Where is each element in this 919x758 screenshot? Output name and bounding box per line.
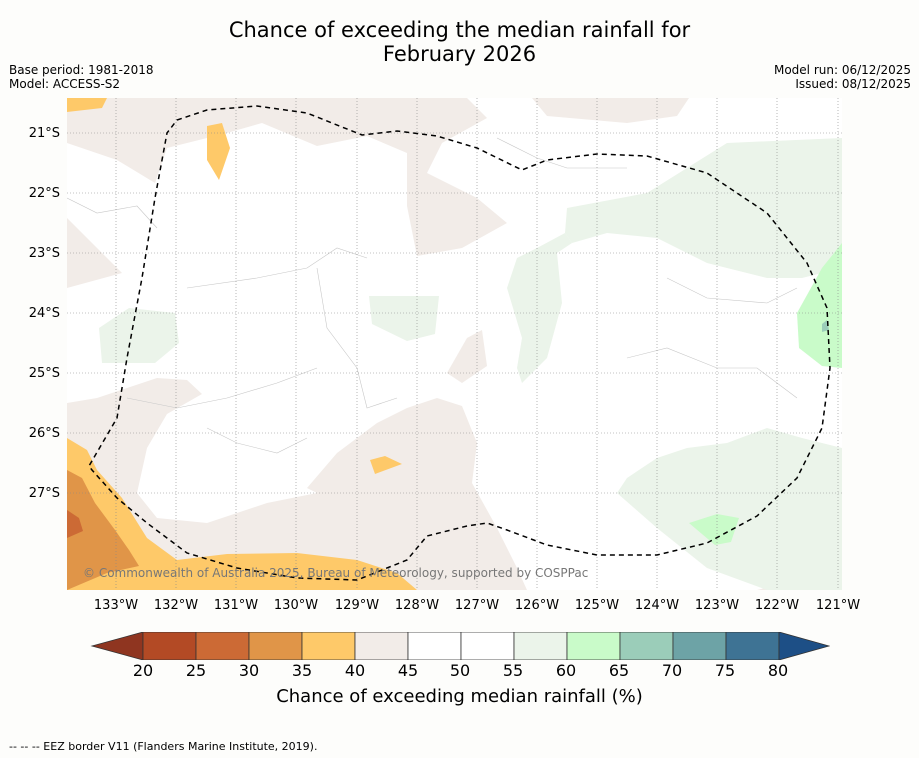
lon-label: 124°W [634,598,680,613]
map-contours [67,98,842,590]
model-run: Model run: 06/12/2025 [773,63,911,77]
red-orange-spot [67,510,83,538]
lon-label: 123°W [694,598,740,613]
lon-label: 128°W [394,598,440,613]
colorbar-arrow-low [90,632,144,660]
colorbar-tick: 20 [132,661,154,680]
map-title: Chance of exceeding the median rainfall … [0,18,919,66]
colorbar-tick: 35 [291,661,313,680]
colorbar-tick: 30 [238,661,260,680]
colorbar-segment [354,632,409,660]
colorbar-segment [195,632,250,660]
issued-date: Issued: 08/12/2025 [795,77,911,91]
lon-label: 125°W [574,598,620,613]
green-region-central [507,233,572,383]
colorbar-arrow-high [778,632,830,660]
lon-label: 130°W [273,598,319,613]
lat-label: 25°S [28,366,60,381]
lon-label: 127°W [454,598,500,613]
colorbar-segment [248,632,303,660]
lat-label: 26°S [28,426,60,441]
map-panel: © Commonwealth of Australia 2025, Bureau… [67,98,842,590]
lon-label: 133°W [93,598,139,613]
colorbar-tick: 60 [555,661,577,680]
lon-label: 121°W [815,598,861,613]
lon-label: 122°W [754,598,800,613]
colorbar-tick: 75 [714,661,736,680]
lon-label: 132°W [153,598,199,613]
tan-region-topright [532,98,689,123]
bright-green-east [797,243,842,368]
colorbar-tick: 80 [767,661,789,680]
colorbar-segment [301,632,356,660]
colorbar-segment [460,632,515,660]
tan-region-mid [447,330,487,383]
orange-region-deep-southwest [67,470,139,590]
model-name: Model: ACCESS-S2 [9,77,121,91]
green-region-small [369,296,439,341]
orange-region-southwest [67,438,417,590]
colorbar-label: Chance of exceeding median rainfall (%) [276,686,643,707]
colorbar-segment [672,632,727,660]
tan-region-south [67,378,527,590]
colorbar-tick: 70 [661,661,683,680]
lat-label: 22°S [28,186,60,201]
green-region-southeast [617,428,842,590]
colorbar-tick: 65 [608,661,630,680]
lat-label: 27°S [28,486,60,501]
lat-label: 21°S [28,126,60,141]
map-credit: © Commonwealth of Australia 2025, Bureau… [83,566,589,580]
lon-label: 131°W [213,598,259,613]
green-region-east [565,138,842,278]
lon-label: 126°W [514,598,560,613]
tan-region-north [67,98,507,256]
colorbar-segment [513,632,568,660]
colorbar-segment [407,632,462,660]
footer-legend: -- -- -- EEZ border V11 (Flanders Marine… [9,740,318,753]
colorbar-tick: 50 [449,661,471,680]
eez-border [88,105,831,581]
meta-left: Base period: 1981-2018 Model: ACCESS-S2 [9,63,154,91]
title-line-2: February 2026 [382,42,537,66]
colorbar-tick: 25 [185,661,207,680]
bright-green-southeast [689,514,739,545]
colorbar-tick: 40 [344,661,366,680]
lat-label: 24°S [28,306,60,321]
colorbar-tick: 45 [397,661,419,680]
title-line-1: Chance of exceeding the median rainfall … [228,18,691,42]
meta-right: Model run: 06/12/2025 Issued: 08/12/2025 [774,63,911,91]
orange-region-top-left [67,98,107,112]
colorbar-segment [725,632,780,660]
colorbar [90,632,830,660]
colorbar-segment [566,632,621,660]
lon-label: 129°W [334,598,380,613]
green-region-left [99,308,179,363]
colorbar-segment [619,632,674,660]
lat-label: 23°S [28,246,60,261]
base-period: Base period: 1981-2018 [9,63,154,77]
colorbar-segment [142,632,197,660]
orange-region-middle [370,456,402,474]
orange-region-north [207,123,230,180]
colorbar-tick: 55 [502,661,524,680]
